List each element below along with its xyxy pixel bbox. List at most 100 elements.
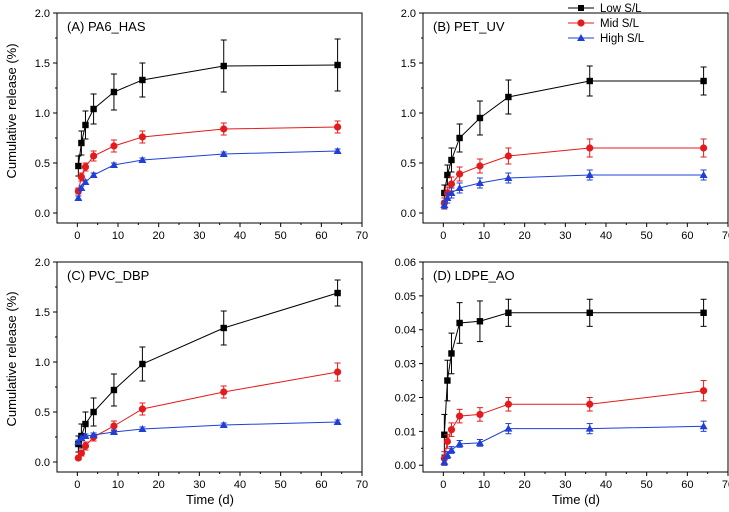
x-tick-label: 60 [315, 230, 327, 242]
panel-3: 0 10 20 30 40 50 60 70 0.0 0.5 1.0 1.5 2.0 (C) PVC_DB… [35, 257, 368, 491]
data-point [75, 162, 82, 170]
data-point [334, 368, 342, 376]
data-point [139, 76, 146, 84]
data-point [81, 163, 90, 171]
data-point [81, 432, 90, 439]
data-point [447, 426, 456, 434]
y-tick-label: 1.5 [401, 58, 416, 70]
data-point [334, 123, 342, 131]
y-tick-label: 2.0 [35, 257, 50, 269]
data-point [699, 171, 708, 178]
data-point [220, 388, 228, 396]
data-point [447, 180, 456, 188]
y-tick-label: 0.0 [35, 208, 50, 220]
data-point [334, 61, 341, 69]
panel-1: 0 10 20 30 40 50 60 70 0.0 0.5 1.0 1.5 2.0 (A) PA6_HA… [35, 8, 368, 242]
x-tick-label: 0 [74, 479, 80, 491]
data-point [444, 377, 451, 384]
data-point [89, 431, 98, 438]
data-point [74, 194, 83, 201]
x-axis-title-left: Time (d) [186, 492, 234, 507]
y-tick-label: 1.5 [35, 58, 50, 70]
data-point [504, 174, 513, 181]
y-tick-label: 0.06 [395, 257, 416, 269]
data-point [74, 438, 83, 445]
data-point [109, 428, 118, 435]
data-point [476, 162, 484, 170]
legend-label-high: High S/L [600, 33, 645, 45]
x-tick-label: 0 [74, 230, 80, 242]
series-line [77, 292, 338, 445]
x-axis-title-right: Time (d) [552, 492, 600, 507]
y-tick-label: 0.5 [35, 407, 50, 419]
x-tick-label: 70 [722, 479, 729, 491]
y-tick-label: 1.0 [35, 357, 50, 369]
data-point [138, 425, 147, 432]
data-point [333, 418, 342, 425]
series-mid-s-l [440, 138, 708, 209]
series-line [77, 150, 338, 199]
series-line [443, 174, 704, 206]
series-high-s-l [440, 169, 708, 210]
data-point [504, 152, 512, 160]
x-tick-label: 20 [153, 479, 165, 491]
data-point [440, 201, 449, 208]
y-axis-title-top: Cumulative release (%) [4, 43, 19, 178]
data-point [585, 171, 594, 178]
data-point [89, 171, 98, 178]
data-point [81, 178, 90, 185]
panel-title: (A) PA6_HAS [67, 19, 146, 34]
x-tick-label: 50 [641, 479, 653, 491]
x-tick-label: 60 [315, 479, 327, 491]
y-tick-label: 0.05 [395, 291, 416, 303]
legend-item-high: High S/L [568, 33, 645, 45]
y-tick-label: 0.04 [395, 325, 416, 337]
x-tick-label: 40 [600, 479, 612, 491]
x-tick-label: 0 [440, 479, 446, 491]
data-point [82, 420, 89, 428]
x-tick-label: 70 [722, 230, 729, 242]
data-point [456, 134, 463, 142]
data-point [585, 424, 594, 432]
data-point [586, 400, 594, 408]
data-point [82, 121, 89, 129]
series-high-s-l [440, 420, 708, 466]
data-point [110, 422, 118, 430]
panels: 0 10 20 30 40 50 60 70 0.0 0.5 1.0 1.5 2.0 (A) PA6_HA… [35, 8, 729, 491]
x-tick-label: 50 [641, 230, 653, 242]
y-tick-label: 0.5 [35, 158, 50, 170]
x-tick-label: 10 [112, 230, 124, 242]
series-line [443, 390, 704, 459]
data-point [220, 125, 228, 133]
data-point [475, 179, 484, 186]
y-tick-label: 1.0 [401, 108, 416, 120]
series-line [443, 312, 704, 435]
data-point [77, 173, 85, 181]
y-tick-label: 1.5 [35, 307, 50, 319]
data-point [505, 309, 512, 317]
panel-title: (C) PVC_DBP [67, 268, 149, 283]
plot-frame [56, 261, 363, 473]
x-tick-label: 50 [275, 479, 287, 491]
data-point [78, 139, 85, 147]
panel-4: 0 10 20 30 40 50 60 70 0.00 0.01 0.02 0.03 0.04 0.05 0… [395, 257, 729, 491]
y-tick-label: 2.0 [401, 8, 416, 20]
legend: Low S/L Mid S/L High S/L [568, 3, 645, 45]
series-high-s-l [74, 418, 342, 445]
data-point [333, 147, 342, 154]
series-low-s-l [441, 65, 707, 202]
y-tick-label: 0.5 [401, 158, 416, 170]
x-tick-label: 40 [600, 230, 612, 242]
series-high-s-l [74, 147, 342, 201]
data-point [586, 309, 593, 317]
plot-frame [422, 12, 729, 224]
series-line [77, 126, 338, 192]
data-point [334, 289, 341, 297]
data-point [139, 360, 146, 368]
legend-label-low: Low S/L [600, 3, 642, 15]
data-point [220, 62, 227, 70]
panel-title: (D) LDPE_AO [433, 268, 515, 283]
x-tick-label: 30 [559, 230, 571, 242]
x-tick-label: 20 [153, 230, 165, 242]
data-point [77, 449, 85, 457]
